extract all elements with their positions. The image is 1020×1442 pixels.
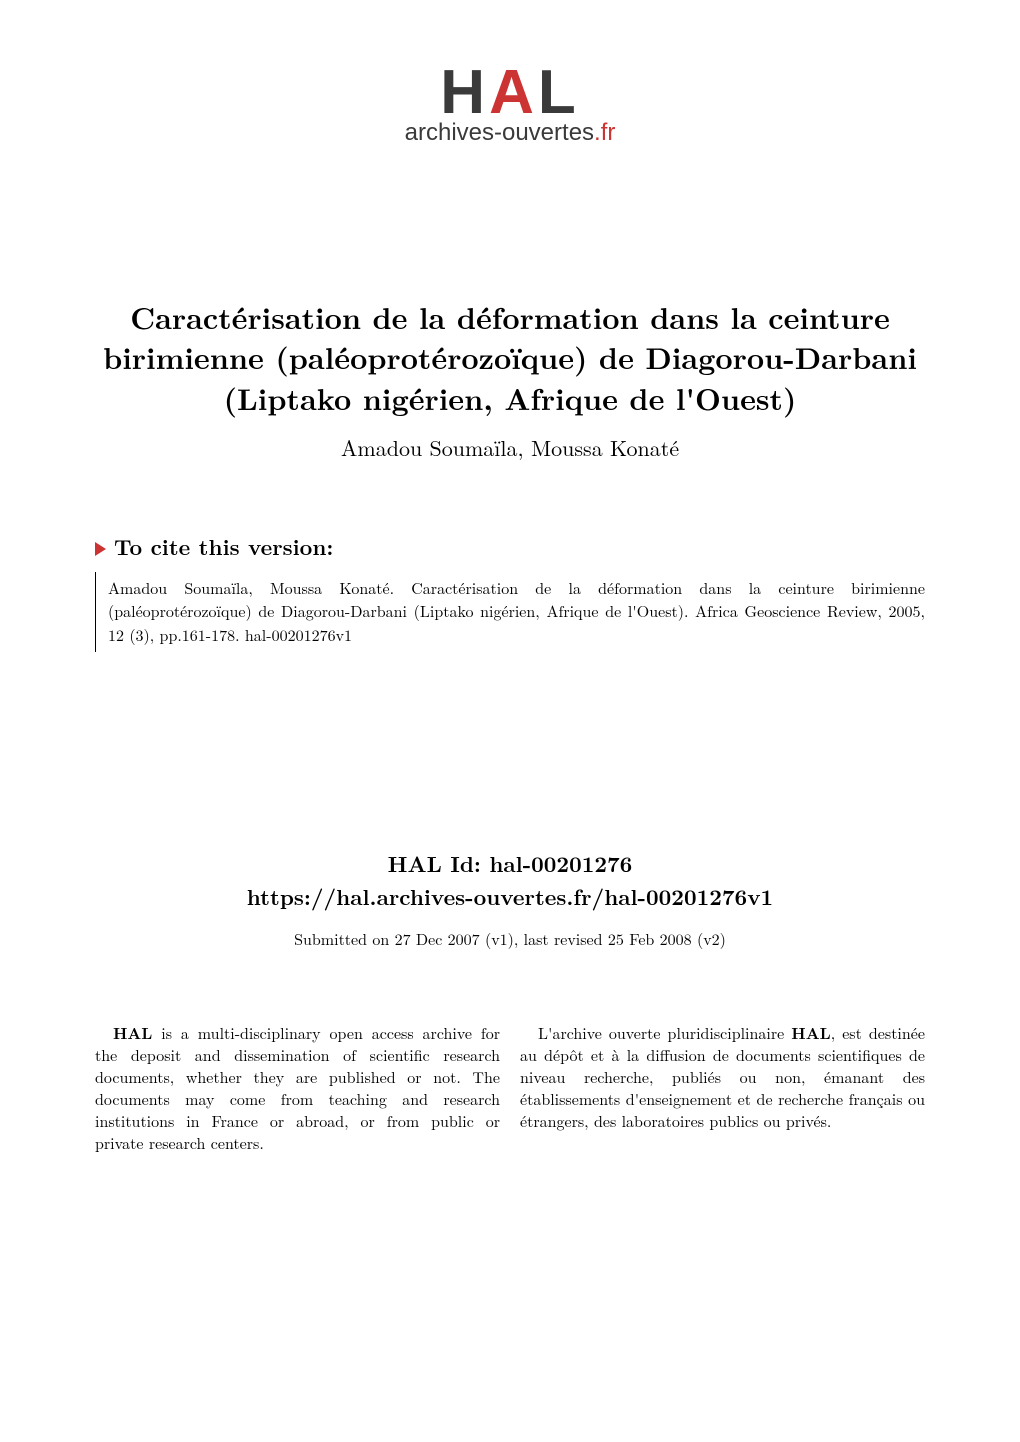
hal-id-line: HAL Id: hal-00201276 [95, 847, 925, 880]
hal-url-line: https://hal.archives-ouvertes.fr/hal-002… [95, 880, 925, 913]
hal-logo-text: HAL [405, 65, 616, 121]
cite-block: To cite this version: Amadou Soumaïla, M… [95, 531, 925, 652]
cite-header-text: To cite this version: [114, 531, 333, 562]
hal-id-block: HAL Id: hal-00201276 https://hal.archive… [95, 847, 925, 913]
left-rest: is a multi-disciplinary open access arch… [95, 1021, 500, 1154]
left-bold-lead: HAL [113, 1021, 152, 1044]
logo-sub-suffix: .fr [594, 119, 615, 146]
hal-logo-subtitle: archives-ouvertes.fr [405, 119, 616, 147]
title-block: Caractérisation de la déformation dans l… [95, 297, 925, 464]
right-pre: L'archive ouverte pluridisciplinaire [538, 1021, 791, 1044]
cite-header: To cite this version: [95, 531, 925, 562]
logo-sub-main: archives-ouvertes [405, 119, 594, 146]
submitted-line: Submitted on 27 Dec 2007 (v1), last revi… [95, 927, 925, 950]
title-line-2: birimienne (paléoprotérozoïque) de Diago… [95, 337, 925, 378]
logo-l: L [538, 58, 580, 127]
page: HAL archives-ouvertes.fr Caractérisation… [0, 0, 1020, 1442]
title-line-3: (Liptako nigérien, Afrique de l'Ouest) [95, 378, 925, 419]
left-column: HAL is a multi-disciplinary open access … [95, 1006, 500, 1170]
right-column: L'archive ouverte pluridisciplinaire HAL… [520, 1006, 925, 1170]
right-bold: HAL [791, 1021, 830, 1044]
title-line-1: Caractérisation de la déformation dans l… [95, 297, 925, 338]
hal-logo: HAL archives-ouvertes.fr [405, 65, 616, 147]
hal-logo-block: HAL archives-ouvertes.fr [95, 65, 925, 147]
right-paragraph: L'archive ouverte pluridisciplinaire HAL… [520, 1022, 925, 1132]
logo-a: A [489, 58, 538, 127]
logo-h: H [440, 58, 489, 127]
cite-text: Amadou Soumaïla, Moussa Konaté. Caractér… [95, 572, 925, 652]
left-paragraph: HAL is a multi-disciplinary open access … [95, 1022, 500, 1154]
triangle-icon [95, 542, 106, 556]
authors: Amadou Soumaïla, Moussa Konaté [95, 432, 925, 463]
description-columns: HAL is a multi-disciplinary open access … [95, 1006, 925, 1170]
paper-title: Caractérisation de la déformation dans l… [95, 297, 925, 419]
